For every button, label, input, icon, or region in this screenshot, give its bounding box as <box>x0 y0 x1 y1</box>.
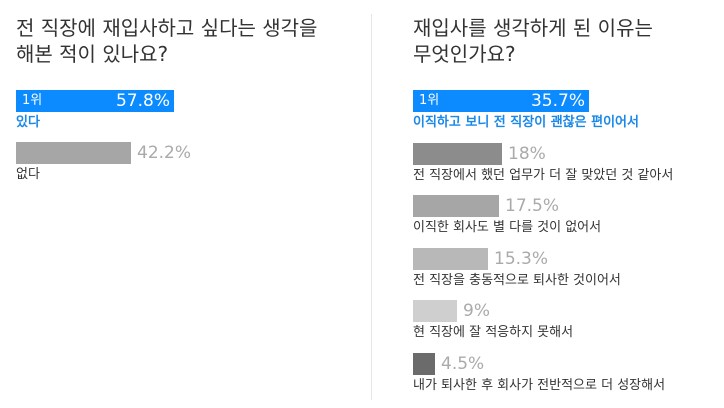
chart-title-line: 해본 적이 있나요? <box>16 42 169 66</box>
chart-title: 전 직장에 재입사하고 싶다는 생각을 해본 적이 있나요? <box>16 15 317 67</box>
category-label: 이직하고 보니 전 직장이 괜찮은 편이어서 <box>413 115 639 130</box>
bar-row: 1위 57.8% <box>16 90 289 112</box>
bar-row: 4.5% <box>413 352 709 375</box>
category-label: 있다 <box>16 115 40 130</box>
rank-label: 1위 <box>419 93 440 108</box>
value-label: 17.5% <box>505 196 560 216</box>
chart-title-line: 전 직장에 재입사하고 싶다는 생각을 <box>16 16 318 40</box>
chart-title: 재입사를 생각하게 된 이유는 무엇인가요? <box>413 15 653 67</box>
category-label: 이직한 회사도 별 다를 것이 없어서 <box>413 220 602 235</box>
bar <box>413 195 499 217</box>
bar <box>413 300 457 322</box>
bar-row: 9% <box>413 300 709 322</box>
chart-panel-rejoin-reasons: 재입사를 생각하게 된 이유는 무엇인가요? 1위 35.7% 이직하고 보니 전 … <box>362 0 724 408</box>
bar-row: 18% <box>413 142 709 165</box>
value-label: 9% <box>463 301 490 321</box>
bar <box>413 142 502 165</box>
bar-row: 15.3% <box>413 247 709 270</box>
chart-panel-rejoin-thought: 전 직장에 재입사하고 싶다는 생각을 해본 적이 있나요? 1위 57.8% 있다… <box>16 15 317 182</box>
bar <box>16 142 131 164</box>
category-label: 없다 <box>16 167 40 182</box>
bar-row: 17.5% <box>413 195 709 217</box>
panel-divider <box>371 14 372 400</box>
category-label: 전 직장을 충동적으로 퇴사한 것이어서 <box>413 272 621 288</box>
category-label: 현 직장에 잘 적응하지 못해서 <box>413 325 574 340</box>
value-label: 35.7% <box>530 91 585 111</box>
value-label: 57.8% <box>115 91 170 111</box>
category-label: 전 직장에서 했던 업무가 더 잘 맞았던 것 같아서 <box>413 167 674 183</box>
chart-title-line: 재입사를 생각하게 된 이유는 <box>413 16 653 40</box>
bar <box>413 352 435 375</box>
chart-title-line: 무엇인가요? <box>413 42 516 66</box>
value-label: 42.2% <box>137 143 192 163</box>
bar: 1위 <box>16 90 174 112</box>
category-label: 내가 퇴사한 후 회사가 전반적으로 더 성장해서 <box>413 377 666 393</box>
bar <box>413 247 488 270</box>
value-label: 18% <box>508 143 546 164</box>
value-label: 15.3% <box>494 248 549 269</box>
value-label: 4.5% <box>441 353 485 374</box>
bar-row: 42.2% <box>16 142 289 164</box>
bar-row: 1위 35.7% <box>413 90 709 112</box>
bar: 1위 <box>413 90 589 112</box>
rank-label: 1위 <box>22 93 43 108</box>
